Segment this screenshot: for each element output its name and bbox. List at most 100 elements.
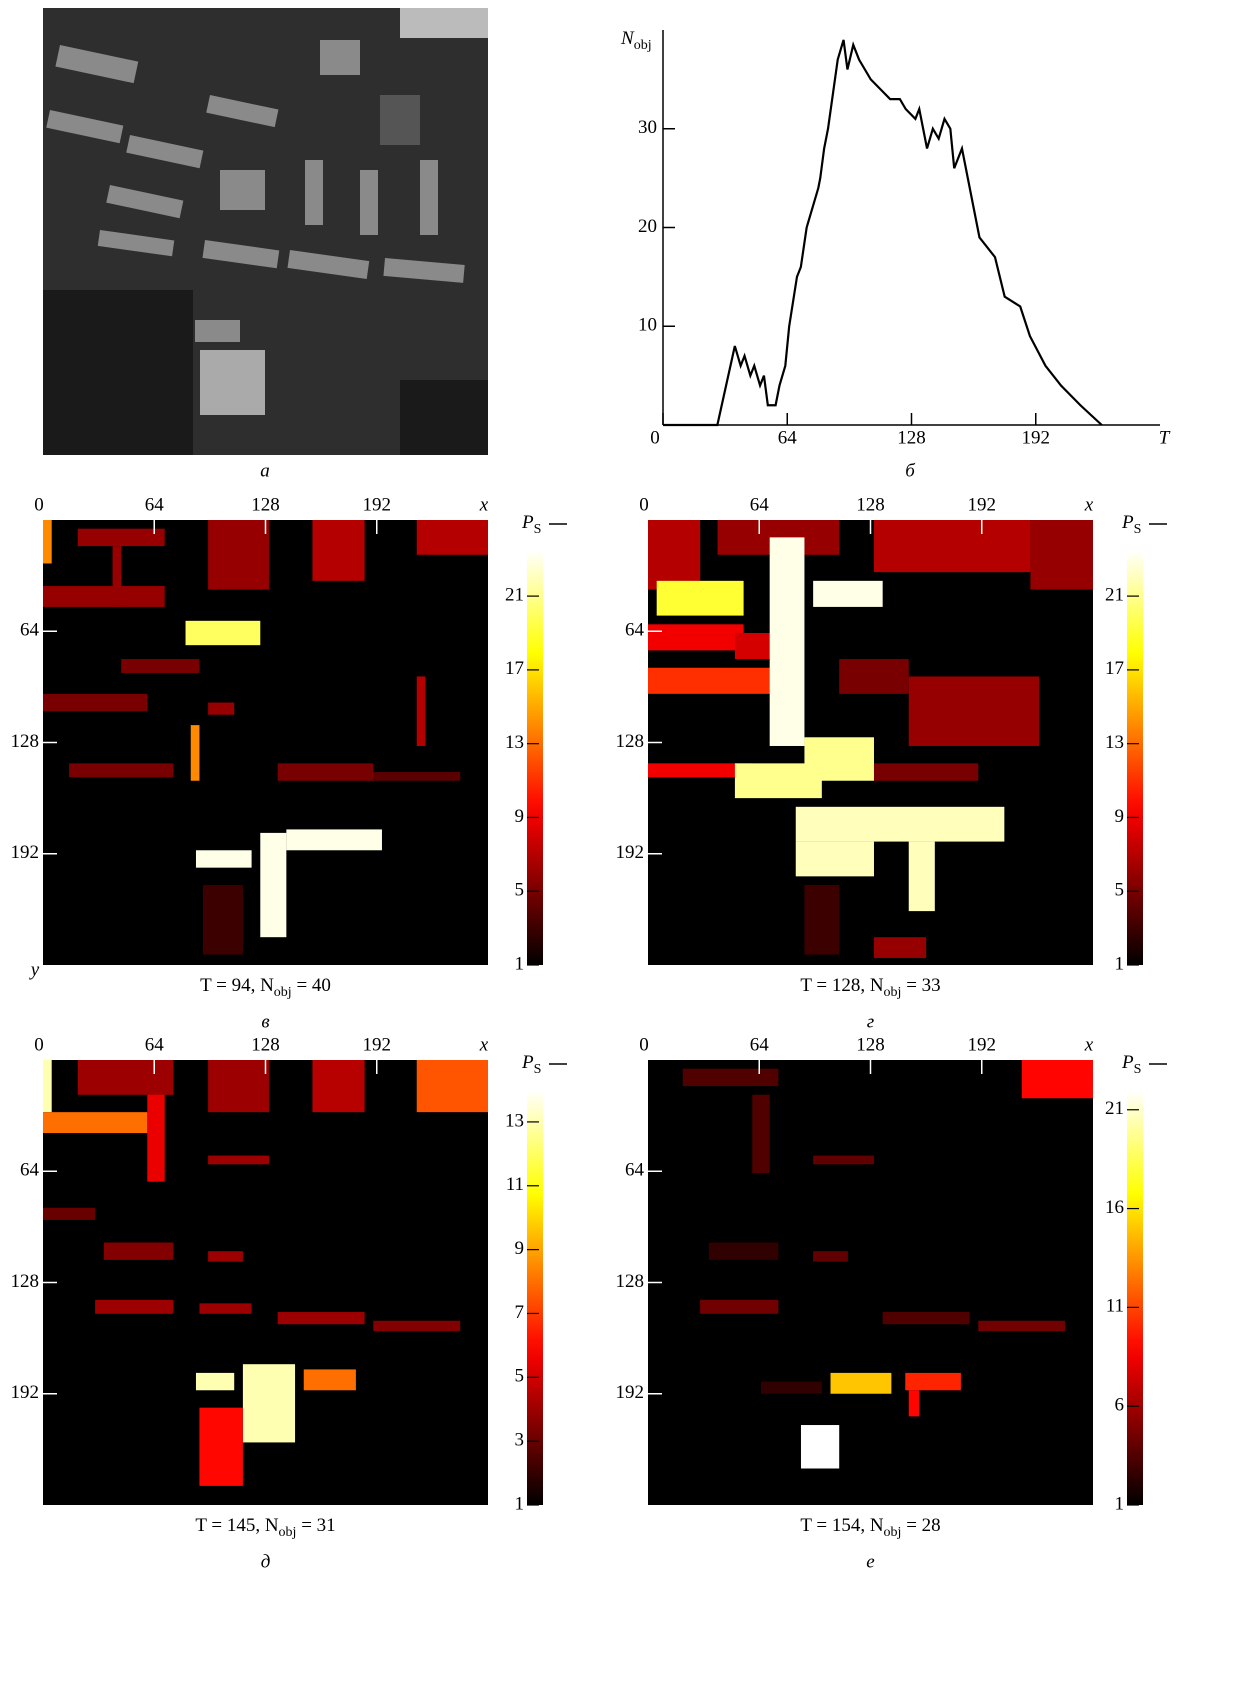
- colorbar-tick-label: 13: [505, 732, 524, 753]
- colorbar: [1127, 550, 1143, 965]
- object-region: [278, 1312, 365, 1324]
- caption: в: [261, 1011, 269, 1032]
- colorbar-tick-label: 9: [515, 806, 525, 827]
- annotation-sub: obj: [279, 1525, 297, 1540]
- object-region: [104, 1243, 174, 1260]
- object-region: [796, 807, 1005, 842]
- caption: д: [261, 1551, 271, 1572]
- x-axis-label: x: [479, 1034, 489, 1055]
- colorbar-label-main: P: [1121, 512, 1134, 533]
- annotation: T = 145, Nobj = 31: [195, 1515, 335, 1540]
- object-region: [208, 703, 234, 715]
- y-tick-label: 30: [638, 117, 657, 138]
- colorbar: [527, 550, 543, 965]
- object-region: [312, 520, 364, 581]
- y-tick-label: 10: [638, 315, 657, 336]
- y-tick-label: 64: [625, 620, 645, 641]
- colorbar-tick-label: 11: [506, 1174, 524, 1195]
- x-tick-label: 192: [1022, 427, 1051, 448]
- x-tick-label: 128: [856, 1034, 885, 1055]
- colorbar-label-main: P: [521, 512, 534, 533]
- colorbar-label-sub: S: [534, 1062, 542, 1077]
- colorbar-label: PS: [521, 512, 541, 537]
- y-axis-label: y: [29, 959, 40, 980]
- data-line: [663, 40, 1102, 425]
- object-region: [657, 581, 744, 616]
- colorbar-label-main: P: [521, 1052, 534, 1073]
- object-region: [770, 537, 805, 746]
- colorbar-label: PS: [1121, 1052, 1141, 1077]
- annotation-main: T = 145, N: [195, 1515, 278, 1536]
- x-tick-label: 0: [34, 1034, 44, 1055]
- object-region: [752, 1095, 769, 1173]
- colorbar: [527, 1090, 543, 1505]
- aerial-photo: [43, 8, 488, 455]
- colorbar-tick-label: 21: [505, 584, 524, 605]
- y-tick-label: 64: [625, 1160, 645, 1181]
- object-region: [43, 1112, 147, 1133]
- object-region: [43, 1208, 95, 1220]
- caption: г: [867, 1011, 874, 1032]
- object-region: [113, 546, 122, 607]
- y-tick-label: 128: [11, 731, 40, 752]
- object-region: [196, 850, 252, 867]
- object-region: [709, 1243, 779, 1260]
- annotation: T = 128, Nobj = 33: [800, 975, 940, 1000]
- x-axis-label: x: [1084, 494, 1094, 515]
- object-region: [909, 842, 935, 912]
- object-region: [839, 659, 909, 694]
- object-region: [417, 1060, 488, 1112]
- colorbar-tick-label: 13: [1105, 732, 1124, 753]
- y-tick-label: 192: [11, 842, 40, 863]
- object-region: [978, 1321, 1065, 1331]
- colorbar-tick-label: 11: [1106, 1296, 1124, 1317]
- colorbar-tick-label: 17: [1105, 658, 1124, 679]
- y-axis-label-sub: obj: [634, 38, 652, 53]
- annotation-sub: obj: [884, 1525, 902, 1540]
- colorbar-label: PS: [521, 1052, 541, 1077]
- object-region: [69, 763, 173, 777]
- x-tick-label: 192: [968, 1034, 997, 1055]
- object-region: [95, 1300, 173, 1314]
- object-region: [312, 1060, 364, 1112]
- object-region: [761, 1382, 822, 1394]
- colorbar-tick-label: 1: [1115, 1493, 1125, 1514]
- colorbar-tick-label: 1: [1115, 953, 1125, 974]
- x-tick-label: 128: [251, 1034, 280, 1055]
- object-region: [1022, 1060, 1093, 1098]
- object-region: [278, 763, 374, 780]
- object-region: [203, 885, 243, 955]
- object-region: [874, 520, 1030, 572]
- x-tick-label: 64: [750, 1034, 770, 1055]
- colorbar-tick-label: 9: [515, 1238, 525, 1259]
- colorbar-tick-label: 5: [515, 1366, 525, 1387]
- object-region: [186, 621, 261, 645]
- x-tick-label: 0: [639, 494, 649, 515]
- x-tick-label: 0: [639, 1034, 649, 1055]
- object-region: [147, 1086, 164, 1182]
- annotation-tail: = 40: [292, 975, 331, 996]
- annotation: T = 154, Nobj = 28: [800, 1515, 940, 1540]
- object-region: [874, 763, 978, 780]
- y-tick-label: 192: [616, 1382, 645, 1403]
- object-region: [208, 520, 269, 590]
- x-tick-label: 128: [897, 427, 926, 448]
- object-region: [208, 1060, 269, 1112]
- x-tick-label: 64: [750, 494, 770, 515]
- object-region: [260, 833, 286, 937]
- colorbar-tick-label: 1: [515, 1493, 525, 1514]
- object-region: [191, 725, 200, 781]
- colorbar-tick-label: 1: [515, 953, 525, 974]
- object-region: [648, 668, 787, 694]
- object-region: [78, 1060, 174, 1095]
- x-axis-label: x: [479, 494, 489, 515]
- colorbar-tick-label: 3: [515, 1430, 525, 1451]
- x-tick-label: 192: [968, 494, 997, 515]
- object-region: [121, 659, 199, 673]
- object-region: [286, 829, 382, 850]
- object-region: [804, 885, 839, 955]
- colorbar-tick-label: 5: [1115, 880, 1125, 901]
- y-tick-label: 20: [638, 216, 657, 237]
- object-region: [831, 1373, 892, 1394]
- colorbar-tick-label: 21: [1105, 584, 1124, 605]
